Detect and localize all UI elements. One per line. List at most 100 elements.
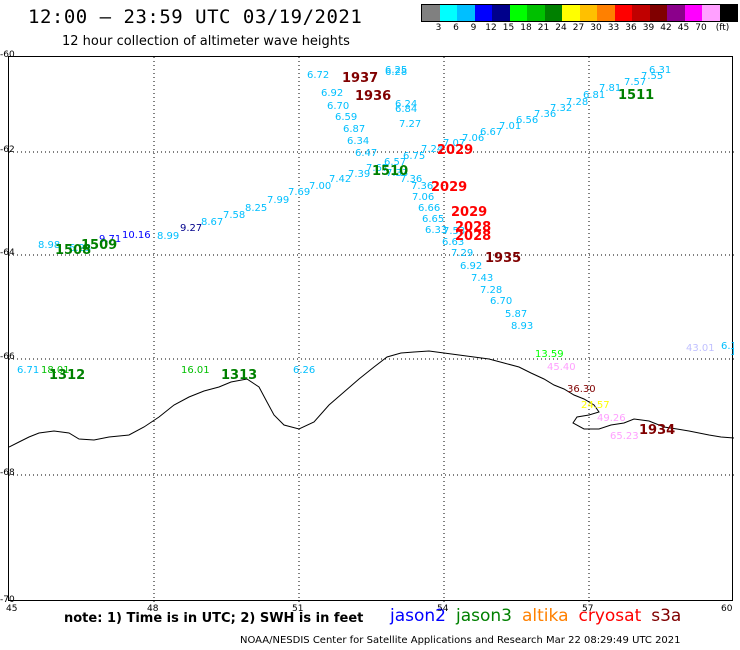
swh-value-label: 6.66 (418, 203, 440, 214)
legend-swatch (457, 5, 475, 21)
legend-swatch (597, 5, 615, 21)
swh-value-label: 6.24 (395, 99, 417, 110)
swh-value-label: 13.59 (535, 349, 564, 360)
pass-time-label: 1509 (81, 238, 117, 253)
legend-label: 70 (695, 23, 707, 33)
swh-value-label: 24.57 (581, 400, 610, 411)
swh-value-label: 7.57 (624, 77, 646, 88)
swh-value-label: 6.23 (69, 243, 91, 254)
swh-value-label: 7.29 (451, 248, 473, 259)
swh-value-label: 7.36 (411, 181, 433, 192)
legend-swatch (614, 5, 632, 21)
map-title: 12:00 – 23:59 UTC 03/19/2021 (28, 6, 363, 28)
credits: NOAA/NESDIS Center for Satellite Applica… (240, 635, 681, 646)
legend-label: 12 (485, 23, 497, 33)
swh-value-label: 6.28 (385, 67, 407, 78)
color-scale-bar (421, 4, 738, 22)
legend-swatch (509, 5, 527, 21)
swh-value-label: 6.87 (343, 124, 365, 135)
legend-swatch (439, 5, 457, 21)
legend-label: 45 (677, 23, 690, 33)
swh-value-label: 43.01 (686, 343, 715, 354)
map-plot-area: 6.72 6.25 6.28 6.92 6.70 6.59 6.87 6.34 6.47 6.24… (8, 56, 740, 602)
swh-value-label: 6.70 (490, 296, 512, 307)
map-subtitle: 12 hour collection of altimeter wave hei… (62, 34, 350, 49)
swh-value-label: 7.36 (534, 109, 556, 120)
legend-swatch (684, 5, 702, 21)
footnote: note: 1) Time is in UTC; 2) SWH is in fe… (64, 611, 364, 626)
legend-swatch (632, 5, 650, 21)
pass-time-label: 1936 (355, 89, 391, 104)
swh-value-label: 6.65 (422, 214, 444, 225)
pass-time-label: 1934 (639, 423, 675, 438)
swh-value-label: 7.42 (329, 174, 351, 185)
pass-time-label: 2029 (437, 143, 473, 158)
swh-value-label: 6.81 (583, 90, 605, 101)
satellite-altika: altika (522, 606, 569, 626)
swh-value-label: 7.43 (471, 273, 493, 284)
pass-time-label: 1511 (618, 88, 654, 103)
legend-label: 9 (470, 23, 477, 33)
satellite-legend: jason2 jason3 altika cryosat s3a (390, 606, 691, 626)
pass-time-label: 2029 (451, 205, 487, 220)
swh-value-label: 7.53 (443, 226, 465, 237)
longitude-label: 51 (292, 604, 304, 614)
legend-label: 27 (572, 23, 585, 33)
swh-value-label: 7.99 (267, 195, 289, 206)
swh-value-label: 6.31 (649, 65, 671, 76)
latitude-label: -70 (0, 595, 15, 605)
swh-value-label: 7.67 (366, 163, 388, 174)
color-scale-labels: 3 6 9 12 15 18 21 24 27 30 33 36 39 42 45 70 (ft) (421, 22, 738, 36)
longitude-label: 48 (147, 604, 159, 614)
swh-value-label: 7.01 (499, 121, 521, 132)
legend-swatch (649, 5, 667, 21)
swh-value-label: 6.84 (395, 104, 417, 115)
color-scale-legend: 3 6 9 12 15 18 21 24 27 30 33 36 39 42 45 70 (ft) (421, 4, 738, 36)
legend-label: 21 (537, 23, 550, 33)
swh-value-label: 6.34 (347, 136, 369, 147)
swh-value-label: 6.47 (355, 148, 377, 159)
legend-swatch (422, 5, 440, 21)
swh-value-label: 6.92 (321, 88, 343, 99)
swh-value-label: 6.70 (327, 101, 349, 112)
longitude-label: 60 (721, 604, 733, 614)
swh-value-label: 7.58 (223, 210, 245, 221)
swh-value-label: 6.72 (307, 70, 329, 81)
swh-value-label: 6.57 (384, 157, 406, 168)
antarctic-coastline (8, 350, 735, 448)
swh-value-label: 8.98 (38, 240, 60, 251)
swh-value-label: 18.01 (41, 365, 70, 376)
swh-value-label: 7.00 (309, 181, 331, 192)
swh-value-label: 6.59 (335, 112, 357, 123)
swh-value-label: 7.28 (480, 285, 502, 296)
swh-value-label: 7.27 (399, 119, 421, 130)
pass-time-label: 2028 (455, 220, 491, 235)
longitude-label: 45 (6, 604, 18, 614)
legend-swatch (702, 5, 720, 21)
swh-value-label: 9.27 (180, 223, 202, 234)
swh-value-label: 65.23 (610, 431, 639, 442)
legend-label: 15 (502, 23, 515, 33)
swh-value-label: 6.26 (293, 365, 315, 376)
satellite-cryosat: cryosat (578, 606, 642, 626)
swh-value-label: 8.67 (201, 217, 223, 228)
swh-value-label: 7.24 (421, 144, 443, 155)
legend-swatch (544, 5, 562, 21)
map-canvas: 6.72 6.256.286.926.706.596.876.346.476.24… (8, 57, 740, 602)
legend-label: 39 (642, 23, 655, 33)
legend-label: 33 (607, 23, 620, 33)
swh-value-label: 7.36 (400, 174, 422, 185)
swh-value-label: 6.67 (480, 127, 502, 138)
swh-value-label: 7.39 (348, 169, 370, 180)
swh-value-label: 6.92 (460, 261, 482, 272)
swh-value-label: 6.75 (403, 151, 425, 162)
swh-value-label: 10.16 (122, 230, 151, 241)
swh-value-label: 7.28 (566, 97, 588, 108)
graticule (9, 57, 734, 602)
latitude-label: -64 (0, 248, 15, 258)
pass-time-label: 1508 (55, 243, 91, 258)
swh-value-label: 7.55 (641, 71, 663, 82)
legend-label: 3 (435, 23, 442, 33)
pass-time-label: 2029 (431, 180, 467, 195)
swh-value-label: 7.81 (599, 83, 621, 94)
